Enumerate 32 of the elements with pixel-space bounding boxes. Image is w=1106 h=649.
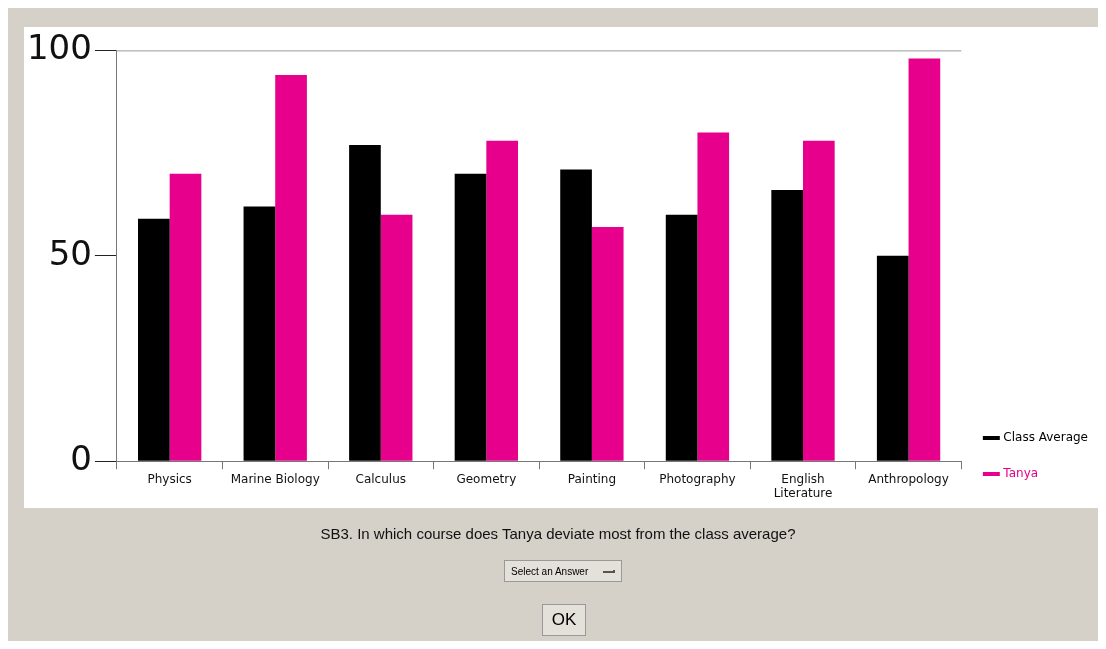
bar: [486, 140, 519, 461]
bar: [803, 140, 835, 461]
bar: [243, 206, 276, 461]
ok-button: OK: [542, 604, 586, 636]
bar: [275, 75, 307, 461]
x-tick-label: Anthropology: [868, 471, 949, 486]
x-tick-label: Painting: [567, 471, 617, 486]
bar: [591, 227, 624, 461]
x-tick-label: Physics: [147, 471, 192, 486]
bar: [876, 255, 909, 461]
x-tick-label: Geometry: [456, 471, 517, 486]
dropdown: Select an Answer: [504, 560, 622, 582]
x-tick-label: Photography: [659, 471, 736, 486]
bar: [771, 190, 804, 461]
legend-label: Tanya: [1002, 466, 1039, 481]
bar: [454, 173, 487, 461]
bar: [380, 214, 413, 461]
text: SB3. In which course does Tanya deviate most from the class average?: [319, 525, 797, 542]
y-tick-label: 0: [70, 438, 92, 479]
x-tick-label: Marine Biology: [230, 471, 320, 486]
bar: [665, 214, 698, 461]
bar: [169, 173, 202, 461]
bar: [560, 169, 592, 461]
legend-label: Class Average: [1003, 430, 1089, 445]
y-tick-label: 50: [48, 232, 92, 273]
bar: [138, 218, 170, 461]
bar: [908, 58, 941, 461]
x-tick-label: Calculus: [355, 471, 407, 486]
bar: [349, 144, 381, 461]
x-tick-label: English Literature: [773, 471, 833, 500]
bar: [697, 132, 730, 461]
y-tick-label: 100: [26, 27, 92, 68]
